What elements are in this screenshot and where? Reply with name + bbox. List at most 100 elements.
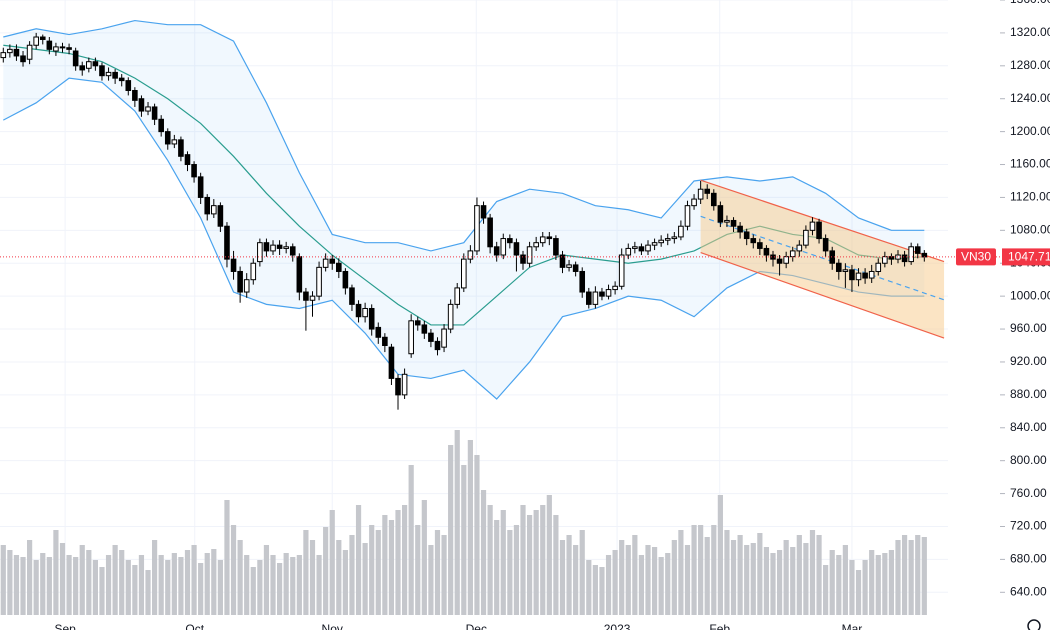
volume-bar [823,565,829,615]
candle-body [566,264,572,268]
volume-bar [842,545,848,615]
volume-bar [908,540,914,615]
volume-bar [40,553,46,615]
candle-body [789,250,796,258]
volume-bar [119,550,125,615]
candle-body [921,252,928,258]
y-tick-label: 1080.00 [1010,223,1050,237]
candle-body [349,287,355,305]
volume-bar [296,555,302,615]
candle-body [118,77,125,82]
volume-bar [704,537,710,615]
volume-bar [540,505,546,615]
volume-bar [428,545,434,615]
volume-pane [0,430,927,615]
candle-body [145,106,151,112]
candle-body [842,269,849,272]
volume-bar [178,557,184,615]
channel-fill [700,180,945,339]
volume-bar [619,540,625,615]
volume-bar [573,545,579,615]
volume-bar [803,543,809,615]
candle-body [33,36,39,46]
volume-bar [158,555,164,615]
candle-body [184,154,191,166]
candle-body [862,272,868,279]
candle-body [125,80,132,91]
volume-bar [362,543,368,615]
volume-bar [546,495,552,615]
volume-bar [783,540,789,615]
channel [700,179,945,339]
candle-body [796,244,803,252]
candle-body [257,242,263,263]
volume-bar [684,545,691,615]
settings-icon[interactable] [1027,619,1041,630]
candle-body [171,139,178,145]
channel-lower [700,251,945,339]
candle-body [66,47,72,50]
volume-bar [152,540,158,615]
volume-bar [632,535,638,615]
volume-bar [138,555,145,615]
y-tick-label: 880.00 [1010,387,1047,401]
candle-body [151,106,158,120]
candle-body [92,61,99,67]
volume-bar [737,535,743,615]
volume-bar [605,555,612,615]
gear[interactable] [1027,619,1041,630]
candle-body [763,247,770,256]
volume-bar [467,440,473,615]
candle-body [882,256,888,264]
y-tick-label: 1000.00 [1010,288,1050,302]
volume-bar [27,540,33,615]
volume-bar [145,570,151,615]
band-fill [3,20,925,399]
candle-body [474,205,480,252]
volume-bar [79,545,85,615]
candle-body [914,246,921,254]
candle-body [849,269,855,281]
volume-bar [757,533,763,615]
candle-body [375,326,382,338]
candle-body [553,238,559,256]
volume-bar [421,500,427,615]
candle-body [454,287,461,305]
volume-bar [526,515,533,615]
volume-bar [237,540,243,615]
candle-body [526,246,533,264]
volume-bar [665,553,671,615]
volume-bar [408,465,414,615]
volume-bar [303,530,309,615]
candle-body [632,246,638,249]
volume-bar [487,505,493,615]
candle-body [401,373,408,396]
candle-body [224,225,230,260]
volume-bar [816,535,822,615]
volume-bar [586,560,592,615]
candle-body [822,238,829,252]
candle-body [250,262,257,281]
volume-bar [836,555,842,615]
candle-body [447,303,454,330]
candle-body [559,254,566,268]
candle-body [461,258,467,289]
candle-body [217,205,224,227]
candle-body [599,291,605,297]
candle-body [875,262,882,272]
volume-bar [270,555,276,615]
candle-body [651,242,658,246]
candle-body [138,98,145,112]
candle-body [605,289,612,297]
y-tick-label: 1320.00 [1010,25,1050,39]
candle-body [895,254,901,260]
y-tick-label: 1360.00 [1010,0,1050,6]
y-tick-label: 920.00 [1010,354,1047,368]
volume-bar [513,525,520,615]
candle-body [520,254,526,264]
volume-bar [776,550,783,615]
candle-body [329,258,336,264]
candle-body [26,44,33,60]
y-tick-label: 1120.00 [1010,190,1050,204]
symbol-tag [956,248,996,266]
